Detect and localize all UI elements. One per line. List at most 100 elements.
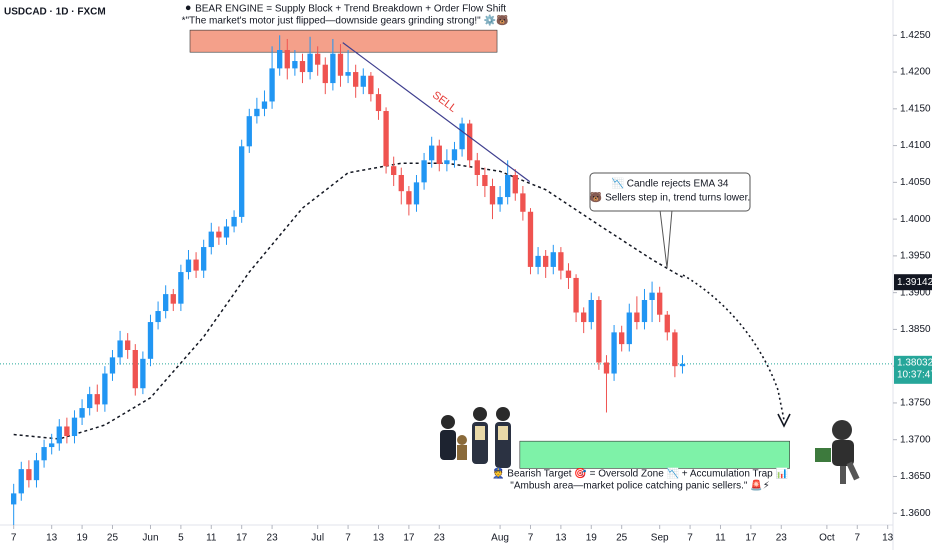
last-price-label: 1.38032 — [897, 357, 932, 368]
x-tick-label: 11 — [715, 533, 726, 544]
plot-area — [0, 29, 893, 525]
x-tick-label: 23 — [434, 533, 446, 544]
candle-body — [505, 175, 511, 198]
last-price-box — [894, 355, 932, 384]
candle-body — [429, 145, 435, 161]
candle-body — [26, 469, 32, 481]
candle-body — [64, 426, 70, 437]
candle-body — [102, 373, 108, 405]
candle-body — [641, 300, 648, 323]
candle-body — [315, 53, 321, 65]
candle-body — [147, 322, 154, 359]
candle-body — [588, 300, 594, 323]
x-tick-label: 7 — [11, 533, 17, 544]
candle-body — [459, 123, 465, 150]
target-note: 👮 Bearish Target 🎯 = Oversold Zone 📉 + A… — [492, 467, 788, 480]
candle-body — [619, 332, 625, 345]
candle-body — [672, 332, 678, 367]
x-tick-label: 7 — [854, 533, 860, 544]
y-tick-label: 1.4100 — [900, 140, 931, 151]
y-tick-label: 1.3600 — [900, 508, 931, 519]
candle-body — [543, 255, 549, 267]
x-tick-label: 19 — [77, 533, 89, 544]
candle-body — [246, 116, 252, 147]
countdown-label: 10:37:47 — [897, 369, 932, 380]
projection-arrow — [682, 274, 785, 421]
candle-body — [474, 160, 480, 175]
x-tick-label: 11 — [206, 533, 217, 544]
candle-body — [375, 94, 382, 112]
candle-body — [391, 166, 397, 175]
candle-body — [87, 394, 93, 409]
candle-body — [33, 460, 40, 481]
candle-body — [56, 426, 62, 444]
candle-body — [550, 252, 556, 267]
candle-body — [497, 197, 503, 205]
candle-body — [109, 357, 116, 374]
candle-body — [436, 145, 442, 164]
callout-text: 🐻 Sellers step in, trend turns lower. — [590, 191, 750, 204]
candle-body — [444, 160, 450, 164]
candle-body — [284, 50, 290, 69]
candle-body — [239, 146, 245, 217]
candle-body — [132, 350, 138, 389]
y-tick-label: 1.4050 — [900, 177, 931, 188]
ema-price-box — [894, 274, 932, 291]
thief-figure — [815, 420, 860, 484]
candle-body — [254, 108, 260, 117]
candle-body — [79, 408, 85, 418]
candle-body — [634, 312, 640, 323]
candle-body — [125, 340, 131, 350]
candle-body — [657, 292, 663, 315]
y-tick-label: 1.4200 — [900, 67, 931, 78]
candle-body — [307, 53, 313, 73]
candle-body — [330, 53, 336, 84]
candle-body — [11, 493, 17, 505]
candle-body — [49, 443, 55, 448]
x-tick-label: Jul — [311, 533, 324, 544]
candle-body — [489, 186, 496, 205]
candle-body — [421, 160, 427, 183]
supply-zone — [189, 29, 498, 53]
x-tick-label: 13 — [555, 533, 567, 544]
candle-body — [178, 272, 184, 304]
candle-body — [482, 175, 488, 187]
candle-body — [353, 72, 359, 87]
y-tick-label: 1.4150 — [900, 103, 931, 114]
candle-body — [467, 123, 473, 161]
x-tick-label: 5 — [178, 533, 184, 544]
target-note: "Ambush area—market police catching pani… — [510, 479, 769, 492]
candle-body — [170, 294, 176, 304]
y-tick-label: 1.3700 — [900, 434, 931, 445]
candle-body — [596, 300, 602, 363]
symbol-label: USDCAD · 1D · FXCM — [4, 7, 106, 18]
candle-body — [71, 417, 78, 437]
candle-body — [201, 247, 207, 271]
x-tick-label: Aug — [491, 533, 509, 544]
x-tick-label: Jun — [142, 533, 158, 544]
candle-body — [573, 277, 579, 313]
candle-body — [398, 175, 404, 192]
candle-body — [185, 259, 192, 273]
candle-body — [163, 294, 169, 312]
callout-box — [589, 172, 751, 212]
y-tick-label: 1.3650 — [900, 471, 931, 482]
y-tick-label: 1.3950 — [900, 251, 931, 262]
police-figures — [440, 407, 511, 468]
candle-body — [41, 447, 47, 461]
candle-body — [140, 358, 146, 389]
candle-body — [208, 231, 214, 248]
candle-body — [322, 64, 328, 84]
ema-line — [13, 162, 683, 440]
candle-body — [269, 68, 275, 102]
candle-body — [231, 216, 237, 227]
x-tick-label: 19 — [586, 533, 598, 544]
x-tick-label: Oct — [819, 533, 835, 544]
candle-body — [261, 101, 268, 109]
x-tick-label: 13 — [46, 533, 58, 544]
candle-body — [155, 311, 161, 323]
callout-text: 📉 Candle rejects EMA 34 — [612, 177, 729, 190]
candle-body — [360, 75, 366, 87]
